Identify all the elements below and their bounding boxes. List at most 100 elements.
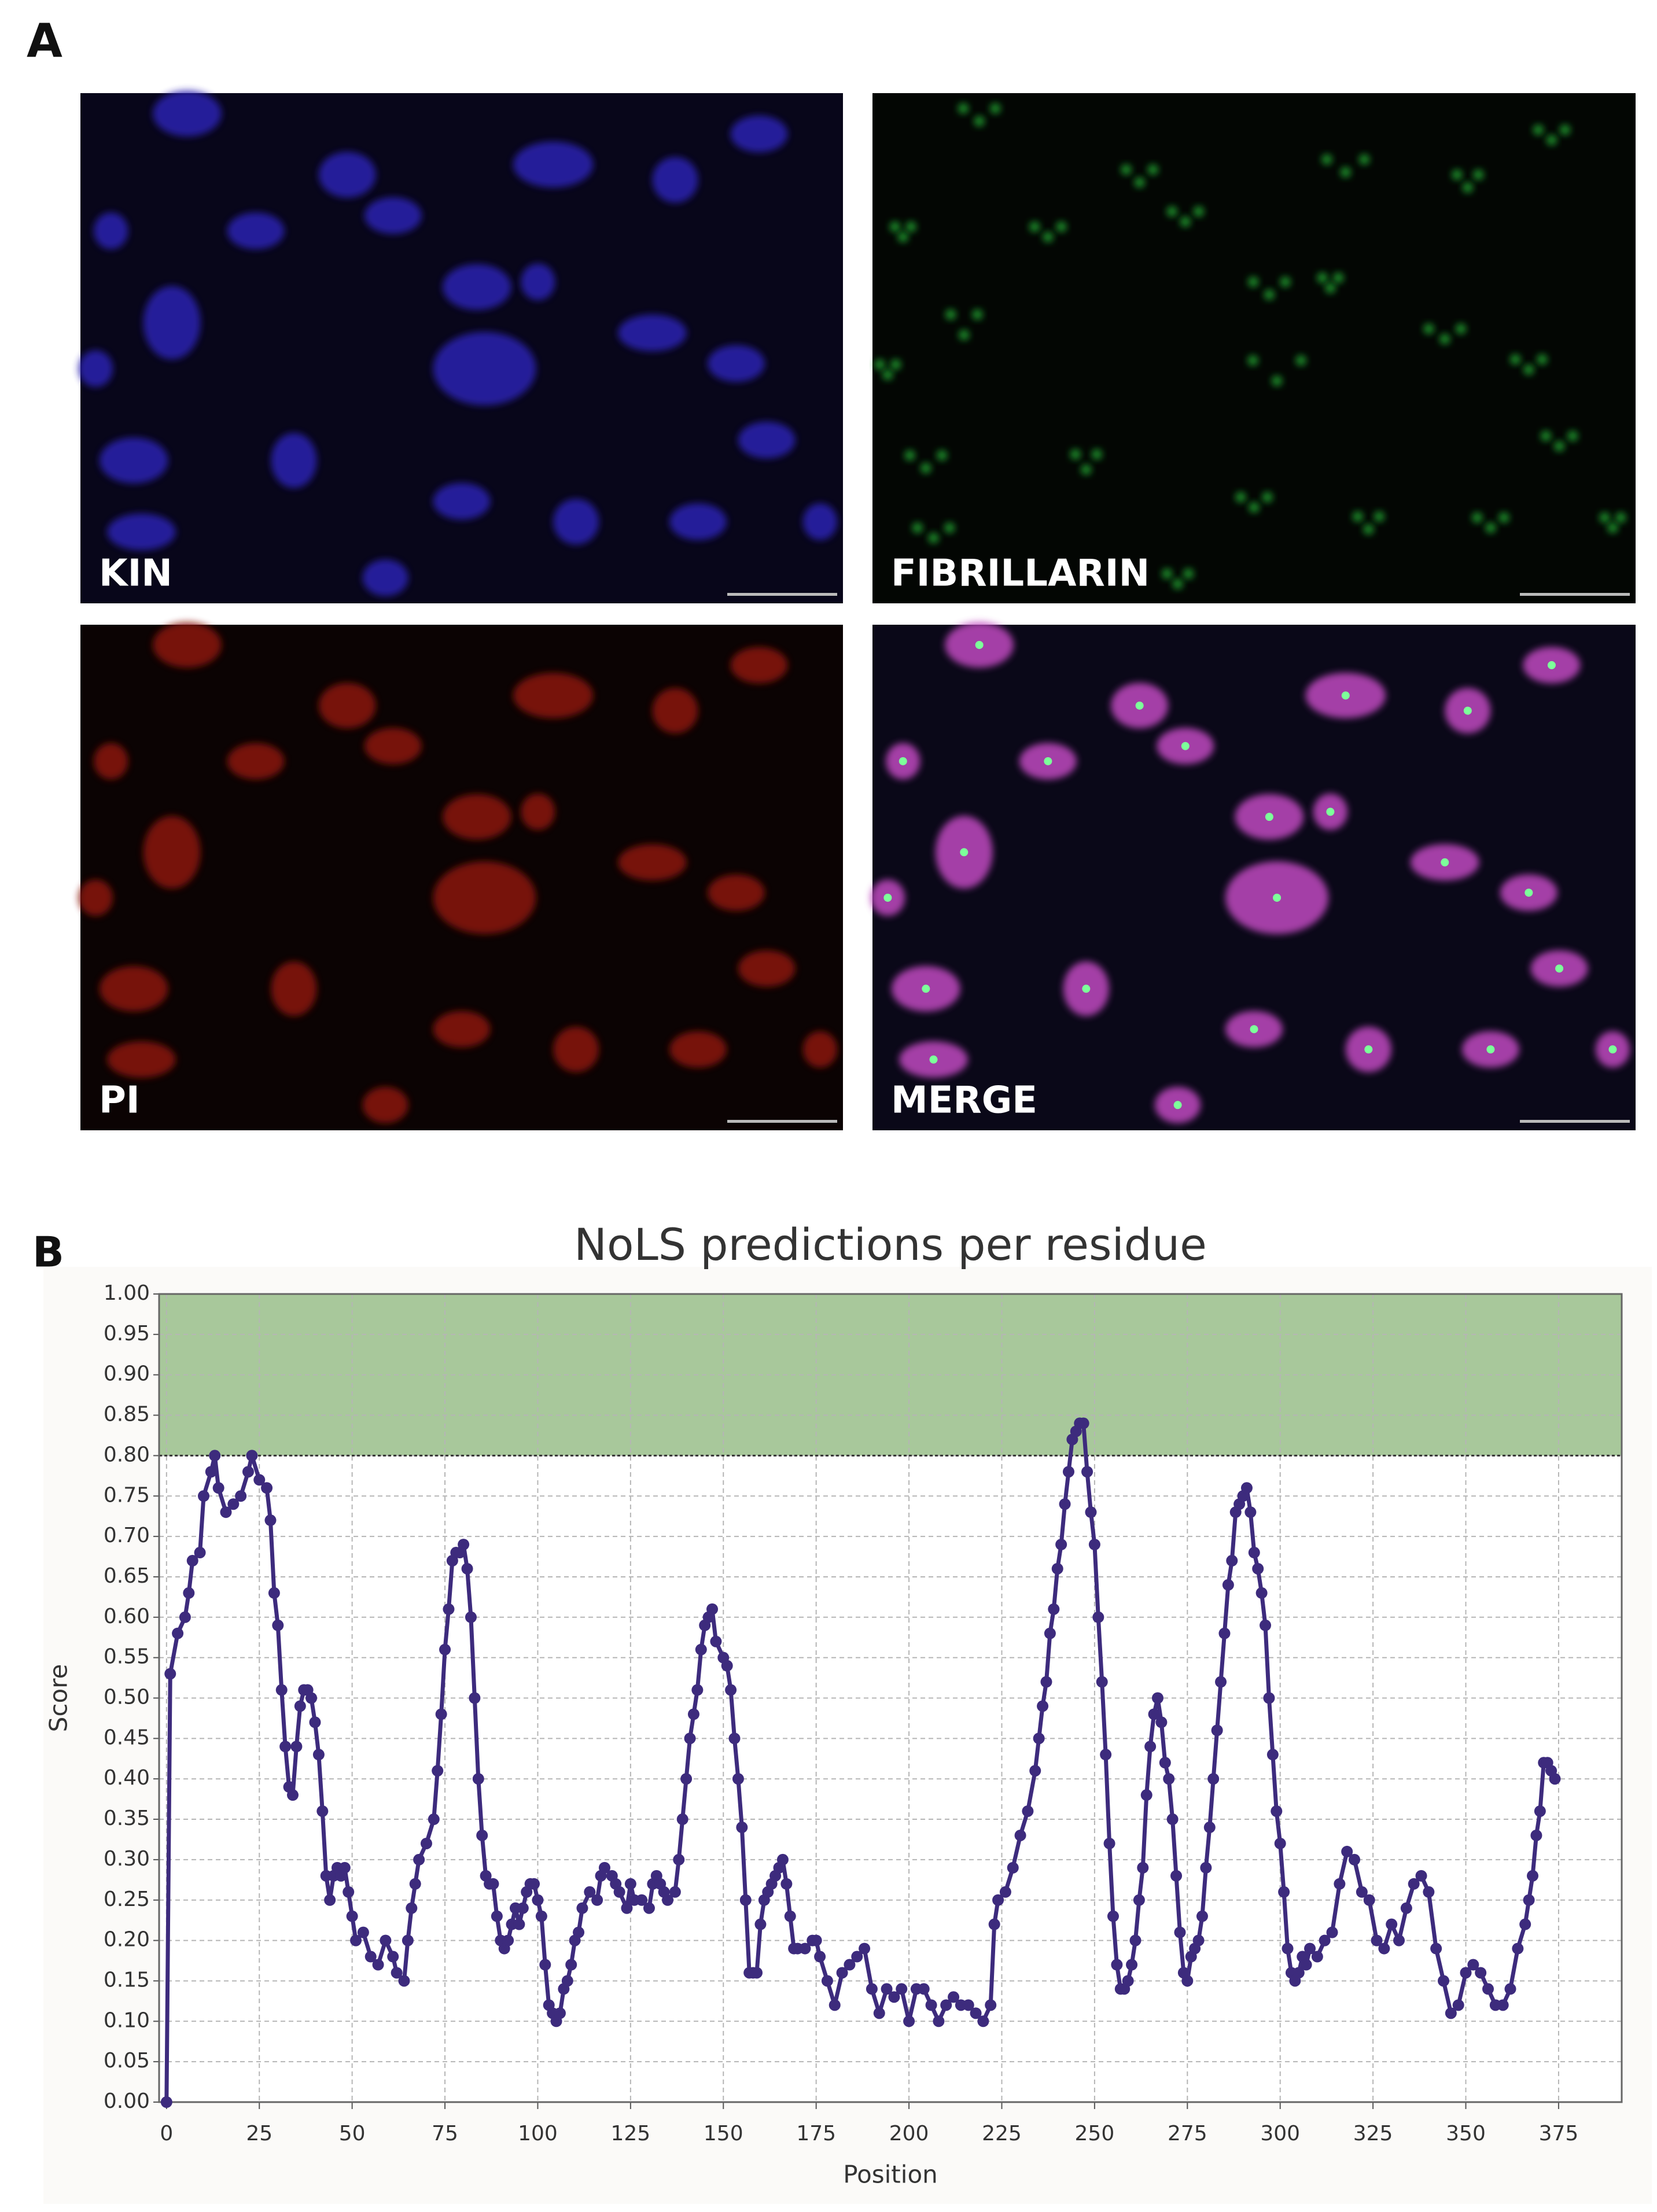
data-point (1215, 1676, 1227, 1688)
micrograph: FIBRILLARIN (872, 93, 1636, 603)
nucleolus-signal (1193, 206, 1204, 217)
x-tick-label: 275 (1168, 2122, 1207, 2145)
plot-frame (158, 1293, 1623, 2103)
data-point (691, 1684, 704, 1696)
data-point (780, 1878, 793, 1890)
nucleolus-signal (882, 369, 893, 380)
nucleus (708, 345, 765, 382)
data-point (732, 1773, 744, 1785)
nucleus (443, 264, 511, 310)
nucleus (153, 90, 222, 137)
data-point (1430, 1942, 1442, 1955)
data-point (1100, 1749, 1112, 1761)
y-tick-label: 0.55 (104, 1645, 150, 1669)
data-point (160, 2096, 172, 2108)
nucleus (553, 499, 599, 545)
nucleus (94, 212, 128, 249)
data-point (584, 1886, 596, 1898)
nucleolus-signal (1172, 578, 1183, 589)
nucleolus-signal (1264, 289, 1275, 300)
data-point (1148, 1708, 1160, 1720)
data-point (710, 1635, 722, 1647)
data-point (1107, 1910, 1119, 1922)
data-point (554, 2007, 566, 2019)
data-point (977, 2015, 989, 2027)
data-point (851, 1951, 863, 1963)
nucleolus-signal (1247, 355, 1258, 366)
y-tick-label: 0.65 (104, 1564, 150, 1588)
nucleolus-signal (1533, 124, 1544, 135)
data-point (357, 1926, 369, 1938)
data-point (1014, 1829, 1026, 1841)
data-point (1126, 1959, 1138, 1971)
nucleolus-signal (1359, 154, 1370, 165)
nucleolus-signal (945, 309, 956, 320)
data-point (391, 1967, 403, 1979)
data-point (324, 1894, 336, 1906)
data-point (1467, 1959, 1479, 1971)
data-point (1170, 1870, 1183, 1882)
nucleus (433, 482, 491, 520)
data-point (873, 2007, 885, 2019)
nucleus (513, 673, 594, 718)
nucleolus-signal (1441, 858, 1449, 867)
nucleus (802, 503, 838, 540)
y-axis-label: Score (45, 1664, 73, 1732)
nucleolus-signal (912, 522, 923, 533)
data-point (1423, 1886, 1435, 1898)
nucleolus-signal (1121, 164, 1132, 175)
data-point (212, 1482, 224, 1494)
nucleolus-signal (904, 450, 915, 461)
data-point (1504, 1983, 1516, 1995)
nucleolus-signal (1608, 1045, 1617, 1054)
nucleolus-signal (1082, 985, 1091, 993)
data-point (227, 1498, 240, 1510)
data-point (372, 1959, 384, 1971)
data-point (1196, 1910, 1208, 1922)
data-point (476, 1829, 488, 1841)
data-point (1334, 1878, 1346, 1890)
data-point (881, 1983, 893, 1995)
scale-bar (727, 593, 837, 596)
x-tick-label: 300 (1260, 2122, 1300, 2145)
nucleolus-signal (1607, 522, 1618, 533)
x-tick-label: 325 (1353, 2122, 1393, 2145)
data-point (1512, 1942, 1524, 1955)
nucleus (738, 422, 796, 459)
scale-bar (1520, 593, 1630, 596)
data-point (1159, 1757, 1171, 1769)
x-tick-label: 125 (611, 2122, 651, 2145)
nucleolus-signal (1567, 430, 1578, 441)
data-point (346, 1910, 358, 1922)
nucleolus-signal (1547, 661, 1556, 669)
data-point (1207, 1773, 1220, 1785)
nucleolus-signal (1333, 272, 1344, 283)
data-point (1293, 1967, 1305, 1979)
data-point (725, 1684, 737, 1696)
data-point (253, 1474, 266, 1486)
data-point (432, 1765, 444, 1777)
data-point (1341, 1845, 1353, 1857)
nucleus (78, 350, 113, 388)
data-point (264, 1514, 277, 1527)
data-point (491, 1910, 503, 1922)
nucleus (153, 622, 222, 668)
data-point (502, 1934, 514, 1946)
nucleolus-signal (1262, 492, 1273, 503)
data-point (888, 1991, 900, 2003)
data-point (728, 1732, 741, 1745)
nucleolus-signal (1559, 124, 1570, 135)
chart-title: NoLS predictions per residue (574, 1219, 1207, 1270)
data-point (268, 1587, 280, 1599)
nucleus (318, 683, 376, 729)
y-tick-label: 0.20 (104, 1928, 150, 1952)
data-point (1200, 1861, 1212, 1874)
data-point (992, 1894, 1004, 1906)
data-point (1044, 1627, 1056, 1639)
nucleolus-signal (1615, 512, 1626, 523)
nucleolus-signal (1486, 1045, 1495, 1054)
panel-label: A (27, 14, 62, 68)
data-point (799, 1942, 811, 1955)
nucleolus-signal (1523, 364, 1534, 375)
data-point (940, 1999, 952, 2011)
